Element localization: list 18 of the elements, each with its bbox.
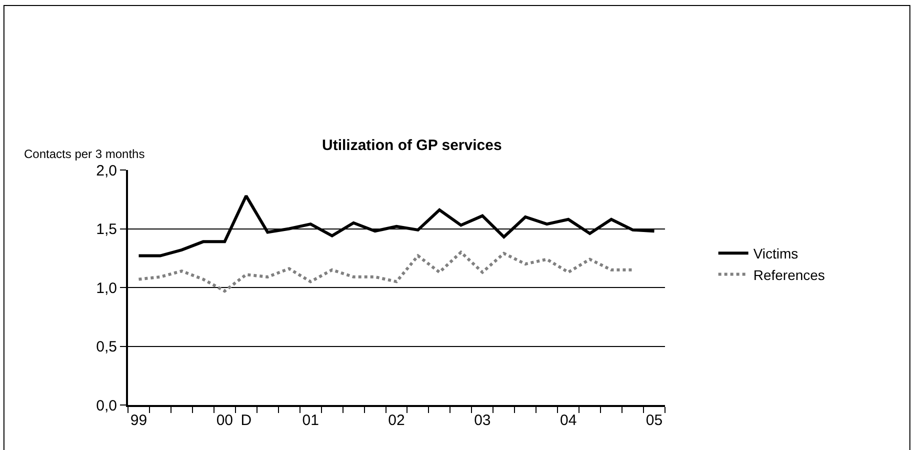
y-tick-label: 0,5 — [96, 338, 117, 356]
x-tick-label: 04 — [560, 412, 577, 429]
x-tick-label: 03 — [474, 412, 491, 429]
y-axis-title: Contacts per 3 months — [24, 147, 145, 161]
y-tick-label: 0,0 — [96, 397, 117, 414]
chart-title: Utilization of GP services — [322, 137, 502, 154]
y-tick-label: 1,0 — [96, 280, 117, 297]
x-tick-label: 02 — [388, 412, 405, 429]
x-tick-label: D — [240, 412, 252, 429]
x-tick-label: 99 — [130, 412, 148, 429]
legend-label: References — [753, 266, 825, 283]
x-tick-label: 05 — [646, 412, 663, 429]
x-tick-label: 00 — [216, 412, 234, 429]
line-series — [137, 250, 634, 293]
legend-label: Victims — [753, 246, 798, 262]
y-tick-label: 1,5 — [96, 221, 117, 238]
y-tick-label: 2,0 — [96, 162, 117, 180]
x-tick-label: 01 — [302, 412, 319, 429]
